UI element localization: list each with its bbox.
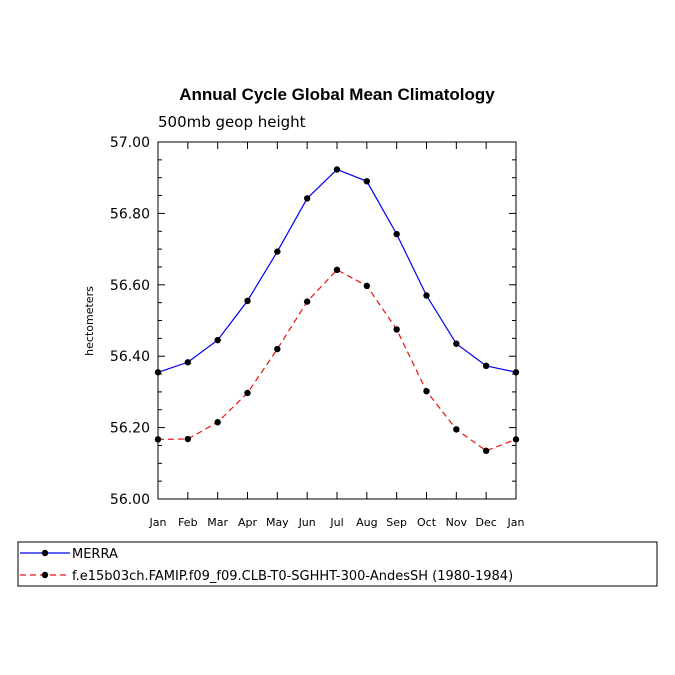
legend-entry-model: f.e15b03ch.FAMIP.f09_f09.CLB-T0-SGHHT-30… bbox=[20, 569, 513, 584]
data-point bbox=[154, 436, 162, 443]
y-tick-label: 56.20 bbox=[110, 421, 150, 437]
data-point bbox=[154, 369, 162, 376]
series-line bbox=[157, 269, 517, 452]
axis-ticks bbox=[157, 141, 517, 500]
x-tick-label: Dec bbox=[476, 516, 497, 529]
data-point bbox=[393, 230, 400, 238]
x-tick-label: Feb bbox=[178, 516, 197, 529]
data-point bbox=[453, 426, 460, 433]
legend-entry-merra: MERRA bbox=[20, 547, 118, 562]
data-point bbox=[333, 266, 341, 274]
chart-subtitle: 500mb geop height bbox=[158, 113, 306, 131]
x-tick-label: Nov bbox=[446, 516, 468, 529]
y-tick-label: 56.80 bbox=[110, 206, 150, 222]
data-point bbox=[333, 166, 341, 173]
legend-marker-merra bbox=[41, 549, 49, 557]
data-point bbox=[184, 359, 192, 366]
x-tick-label: Sep bbox=[386, 516, 407, 529]
series-0 bbox=[154, 166, 520, 376]
data-point bbox=[303, 298, 311, 305]
legend-label-merra: MERRA bbox=[72, 547, 118, 562]
data-point bbox=[214, 419, 221, 426]
y-axis-label: hectometers bbox=[83, 286, 96, 356]
data-point bbox=[512, 436, 520, 443]
x-tick-label: May bbox=[266, 516, 289, 529]
legend-label-model: f.e15b03ch.FAMIP.f09_f09.CLB-T0-SGHHT-30… bbox=[72, 569, 513, 584]
data-point bbox=[482, 447, 490, 455]
data-point bbox=[453, 340, 460, 347]
legend: MERRA f.e15b03ch.FAMIP.f09_f09.CLB-T0-SG… bbox=[17, 541, 658, 587]
data-point bbox=[244, 297, 251, 305]
data-point bbox=[482, 362, 490, 370]
data-point bbox=[303, 195, 311, 202]
data-point bbox=[184, 435, 192, 443]
data-point bbox=[423, 387, 430, 395]
legend-marker-model bbox=[41, 571, 49, 579]
y-tick-labels: 56.00 56.20 56.40 56.60 56.80 57.00 bbox=[110, 135, 150, 508]
series-layer bbox=[154, 166, 520, 455]
data-point bbox=[214, 336, 221, 344]
data-point bbox=[363, 178, 371, 185]
x-tick-labels: Jan Feb Mar Apr May Jun Jul Aug Sep Oct Nov Dec Jan bbox=[149, 516, 525, 529]
plot-frame bbox=[157, 141, 517, 500]
x-tick-label: Oct bbox=[417, 516, 437, 529]
x-tick-label: Mar bbox=[207, 516, 228, 529]
data-point bbox=[423, 292, 430, 299]
y-tick-label: 57.00 bbox=[110, 135, 150, 151]
data-point bbox=[244, 389, 251, 397]
data-point bbox=[512, 369, 520, 376]
x-tick-label: Aug bbox=[356, 516, 377, 529]
data-point bbox=[274, 345, 281, 353]
y-tick-label: 56.00 bbox=[110, 492, 150, 508]
legend-box bbox=[17, 541, 658, 587]
x-tick-label: Apr bbox=[238, 516, 258, 529]
x-tick-label: Jul bbox=[329, 516, 343, 529]
chart-title: Annual Cycle Global Mean Climatology bbox=[179, 85, 495, 104]
x-tick-label: Jan bbox=[149, 516, 167, 529]
series-1 bbox=[154, 266, 520, 455]
x-tick-label: Jan bbox=[507, 516, 525, 529]
y-tick-label: 56.40 bbox=[110, 349, 150, 365]
data-point bbox=[393, 326, 400, 333]
data-point bbox=[363, 282, 371, 290]
y-tick-label: 56.60 bbox=[110, 278, 150, 294]
x-tick-label: Jun bbox=[298, 516, 316, 529]
data-point bbox=[274, 248, 281, 255]
